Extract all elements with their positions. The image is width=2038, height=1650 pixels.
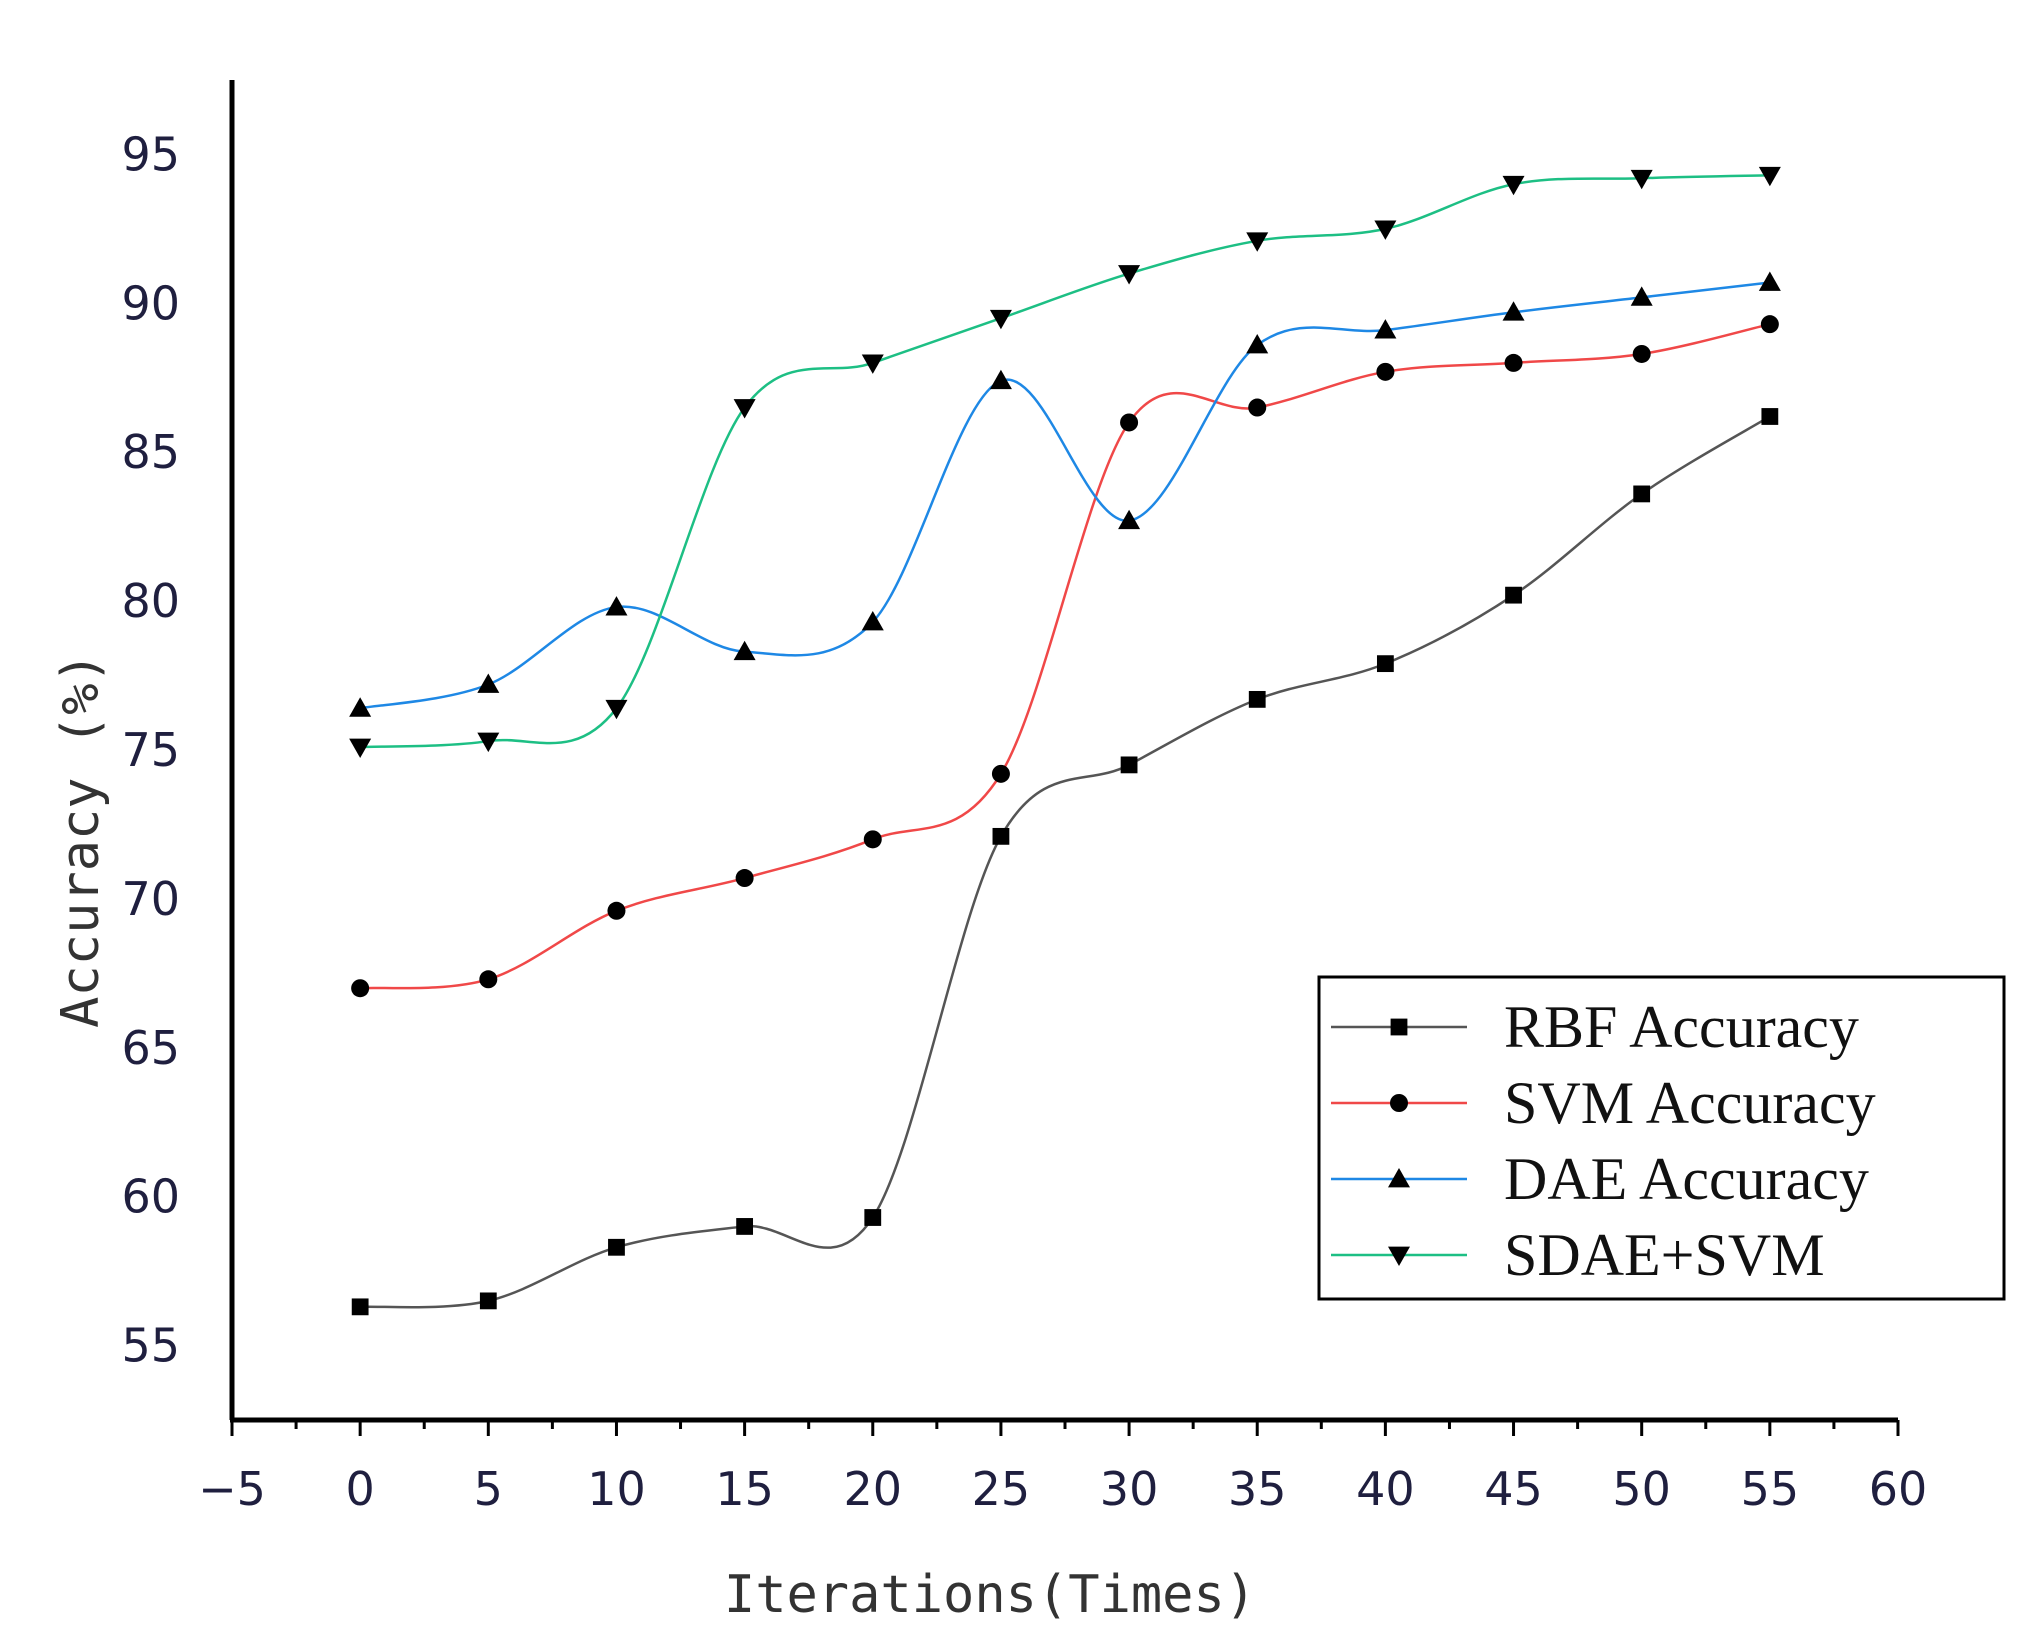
data-point-svm-accuracy xyxy=(479,970,498,989)
data-point-dae-accuracy xyxy=(1630,286,1653,306)
x-tick-label: 35 xyxy=(1228,1462,1287,1516)
x-tick-label: 50 xyxy=(1612,1462,1671,1516)
x-tick-label: 55 xyxy=(1741,1462,1800,1516)
data-point-rbf-accuracy xyxy=(1761,408,1779,425)
data-point-svm-accuracy xyxy=(1632,344,1651,363)
data-point-sdae-svm xyxy=(477,732,500,753)
data-point-rbf-accuracy xyxy=(351,1298,369,1316)
data-point-rbf-accuracy xyxy=(736,1218,754,1235)
data-point-svm-accuracy xyxy=(351,979,370,998)
x-tick-label: 40 xyxy=(1356,1462,1415,1516)
legend-label: DAE Accuracy xyxy=(1504,1146,1869,1212)
legend-box xyxy=(1317,975,2006,1301)
data-point-svm-accuracy xyxy=(1376,362,1395,381)
data-point-rbf-accuracy xyxy=(1505,586,1522,604)
data-point-rbf-accuracy xyxy=(1633,485,1651,503)
data-point-dae-accuracy xyxy=(1758,271,1781,291)
series-dae-accuracy xyxy=(349,271,1781,717)
data-point-svm-accuracy xyxy=(607,901,626,920)
data-point-rbf-accuracy xyxy=(864,1209,882,1226)
data-point-dae-accuracy xyxy=(1118,509,1141,530)
x-tick-label: 0 xyxy=(346,1462,375,1516)
x-tick-label: −5 xyxy=(198,1462,266,1516)
legend-label: SVM Accuracy xyxy=(1504,1070,1876,1136)
series-line-dae-accuracy xyxy=(359,281,1770,710)
y-tick-label: 65 xyxy=(121,1021,180,1075)
legend-marker xyxy=(1388,1168,1410,1188)
x-tick-label: 30 xyxy=(1100,1462,1159,1516)
data-point-rbf-accuracy xyxy=(1376,655,1394,673)
data-point-svm-accuracy xyxy=(1504,353,1523,372)
data-point-sdae-svm xyxy=(605,699,628,720)
legend-marker xyxy=(1390,1018,1408,1036)
x-tick-label: 25 xyxy=(972,1462,1031,1516)
legend-label: RBF Accuracy xyxy=(1504,994,1859,1060)
data-point-dae-accuracy xyxy=(861,610,884,631)
x-tick-label: 60 xyxy=(1869,1462,1928,1516)
legend-marker xyxy=(1388,1246,1410,1266)
data-point-dae-accuracy xyxy=(1502,301,1525,321)
y-tick-label: 90 xyxy=(121,276,180,330)
data-point-dae-accuracy xyxy=(349,697,372,717)
data-point-rbf-accuracy xyxy=(992,827,1010,845)
data-point-svm-accuracy xyxy=(863,830,882,849)
data-point-sdae-svm xyxy=(733,399,756,419)
data-point-svm-accuracy xyxy=(1248,398,1267,417)
y-tick-label: 95 xyxy=(121,127,180,181)
data-point-rbf-accuracy xyxy=(479,1292,497,1310)
data-point-svm-accuracy xyxy=(1120,413,1139,432)
legend-marker xyxy=(1390,1094,1408,1112)
data-point-svm-accuracy xyxy=(735,869,754,888)
y-axis-label: Accuracy (%) xyxy=(51,652,111,1028)
series-rbf-accuracy xyxy=(351,408,1779,1316)
legend-entry-rbf-accuracy: RBF Accuracy xyxy=(1331,994,1859,1060)
data-point-sdae-svm xyxy=(1502,175,1525,196)
x-tick-label: 45 xyxy=(1484,1462,1543,1516)
data-point-sdae-svm xyxy=(1374,220,1397,240)
data-point-rbf-accuracy xyxy=(1120,756,1138,774)
series-line-sdae-svm xyxy=(360,174,1770,749)
data-point-sdae-svm xyxy=(1630,169,1653,190)
data-point-dae-accuracy xyxy=(989,369,1012,390)
data-point-dae-accuracy xyxy=(733,640,756,661)
legend-entry-svm-accuracy: SVM Accuracy xyxy=(1331,1070,1876,1136)
legend: RBF Accuracy SVM Accuracy DAE Accuracy SDAE… xyxy=(1317,975,2006,1301)
y-tick-label: 85 xyxy=(121,425,180,479)
x-axis-label: Iterations(Times) xyxy=(724,1565,1256,1625)
x-tick-label: 20 xyxy=(843,1462,902,1516)
data-point-sdae-svm xyxy=(1118,265,1141,285)
series-svm-accuracy xyxy=(351,315,1779,998)
x-tick-label: 10 xyxy=(587,1462,646,1516)
y-tick-label: 75 xyxy=(121,723,180,777)
x-axis-ticks: −5 0 5 10 15 20 25 30 35 40 45 50 55 60 xyxy=(198,1420,1927,1516)
data-point-dae-accuracy xyxy=(1374,319,1397,339)
y-tick-label: 60 xyxy=(121,1170,180,1224)
data-point-dae-accuracy xyxy=(605,596,628,616)
x-tick-label: 15 xyxy=(715,1462,774,1516)
series-line-svm-accuracy xyxy=(360,322,1771,990)
data-point-svm-accuracy xyxy=(1760,315,1779,334)
data-point-sdae-svm xyxy=(989,309,1012,330)
y-tick-label: 70 xyxy=(121,872,180,926)
data-point-rbf-accuracy xyxy=(608,1238,625,1256)
legend-label: SDAE+SVM xyxy=(1504,1222,1825,1288)
data-point-sdae-svm xyxy=(1758,166,1781,187)
legend-entry-dae-accuracy: DAE Accuracy xyxy=(1331,1146,1869,1212)
data-point-dae-accuracy xyxy=(477,673,500,693)
y-tick-label: 80 xyxy=(121,574,180,628)
series-sdae-svm xyxy=(349,166,1781,759)
data-point-sdae-svm xyxy=(1246,232,1269,252)
data-point-svm-accuracy xyxy=(991,764,1010,783)
data-point-rbf-accuracy xyxy=(1248,690,1266,708)
series-layer xyxy=(349,166,1781,1316)
x-tick-label: 5 xyxy=(474,1462,503,1516)
data-point-dae-accuracy xyxy=(1246,334,1269,354)
data-point-sdae-svm xyxy=(861,354,884,374)
y-axis-ticks: 55 60 65 70 75 80 85 90 95 xyxy=(121,127,180,1372)
y-tick-label: 55 xyxy=(121,1319,180,1373)
data-point-sdae-svm xyxy=(349,738,372,759)
legend-entry-sdae-svm: SDAE+SVM xyxy=(1331,1222,1825,1288)
